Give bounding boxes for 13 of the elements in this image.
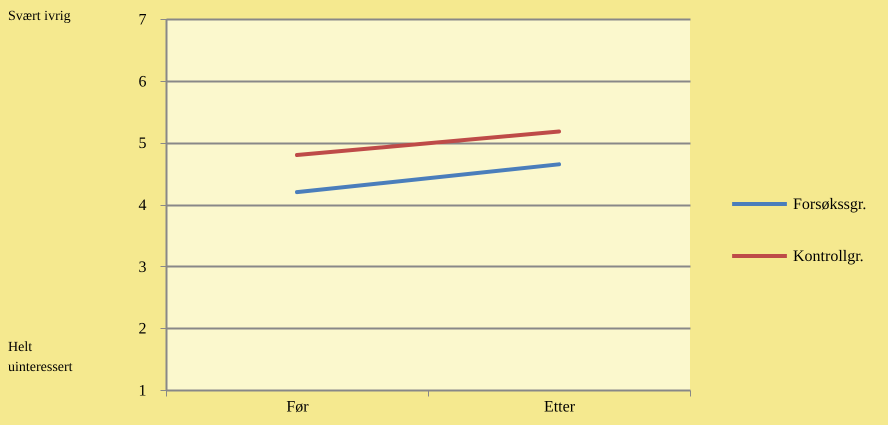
y-tick-label: 7 [138,12,146,28]
text: Helt uinteressert [8,340,73,375]
legend-label: Forsøkssgr. [793,196,866,213]
text: Svært ivrig [8,9,71,24]
y-tick-label: 5 [138,135,146,152]
legend-label: Kontrollgr. [793,248,864,265]
y-tick-label: 3 [138,258,146,276]
x-tick-label: Før [286,398,310,416]
y-tick-label: 6 [138,73,146,90]
y-tick-label: 1 [138,382,146,400]
x-tick-label: Etter [544,398,576,416]
y-tick-label: 4 [138,197,146,214]
y-tick-label: 2 [138,320,146,338]
